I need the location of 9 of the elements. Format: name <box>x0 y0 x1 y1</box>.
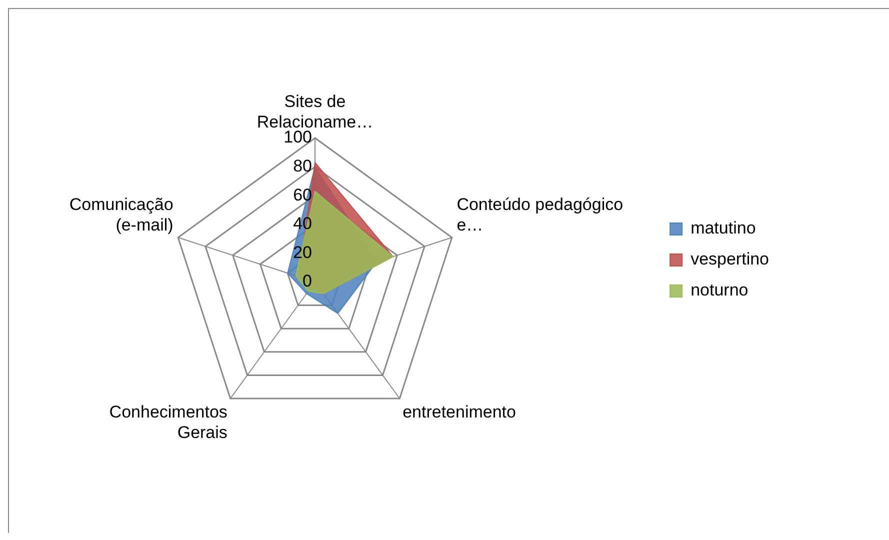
y-tick-label: 80 <box>293 156 312 176</box>
spoke-label: Conhecimentos Gerais <box>109 402 228 442</box>
legend-label: noturno <box>690 280 748 300</box>
legend-label: vespertino <box>690 250 770 269</box>
spoke-label: Conteúdo pedagógico e… <box>456 195 624 234</box>
y-tick-label: 0 <box>302 272 312 291</box>
legend-label: matutino <box>690 218 756 238</box>
spoke-label: entretenimento <box>402 402 516 422</box>
spoke-label: Comunicação (e-mail) <box>69 195 174 234</box>
